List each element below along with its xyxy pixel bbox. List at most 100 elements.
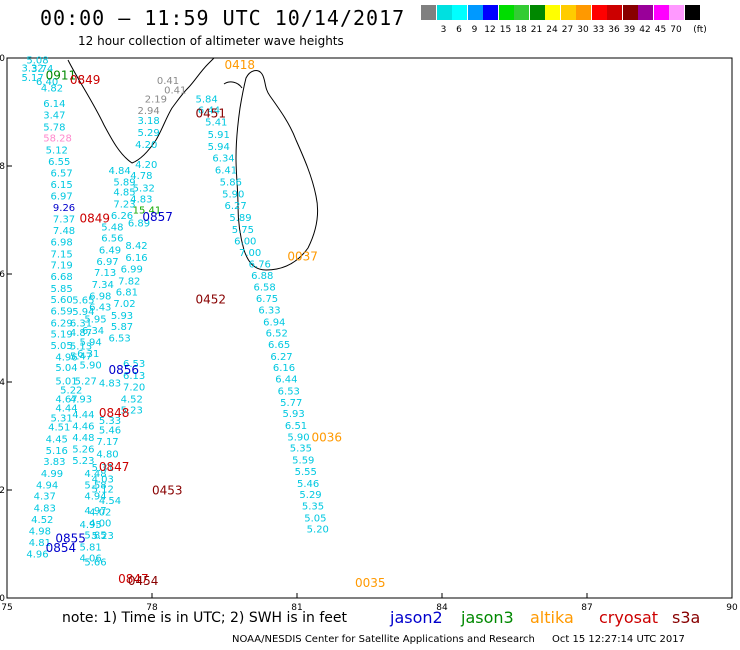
wave-height-label: 2.19: [145, 94, 167, 105]
wave-height-label: 5.12: [92, 485, 114, 496]
wave-height-label: 4.06: [80, 553, 102, 564]
wave-height-label: 5.60: [51, 295, 73, 306]
wave-height-label: 6.33: [258, 305, 280, 316]
wave-height-label: 4.98: [29, 526, 51, 537]
legend-jason3: jason3: [461, 608, 514, 627]
colorbar-tick-label: 42: [639, 25, 651, 35]
plot-frame: [6, 57, 733, 599]
colorbar-swatch: [638, 5, 653, 20]
wave-height-label: 5.81: [80, 542, 102, 553]
wave-height-label: 4.20: [135, 160, 157, 171]
colorbar-swatch: [498, 5, 514, 20]
wave-height-label: 5.58: [84, 480, 106, 491]
y-tick-label: 4: [0, 378, 5, 388]
wave-height-label: 5.85: [84, 531, 106, 542]
wave-height-label: 4.82: [41, 83, 63, 94]
wave-height-label: 5.19: [51, 330, 73, 341]
legend-jason2: jason2: [390, 608, 443, 627]
wave-height-label: 6.34: [212, 154, 234, 165]
x-tick-label: 75: [1, 603, 12, 613]
pass-time-label: 0037: [287, 250, 318, 264]
colorbar-swatch: [684, 5, 700, 20]
wave-height-label: 2.94: [138, 106, 160, 117]
colorbar-tick-label: 3: [440, 25, 447, 35]
wave-height-label: 5.41: [205, 118, 227, 129]
colorbar-swatch: [669, 5, 684, 20]
colorbar-swatch: [529, 5, 545, 20]
colorbar-tick-label: 9: [471, 25, 478, 35]
pass-time-label: 0036: [312, 430, 343, 444]
wave-height-label: 5.93: [283, 409, 305, 420]
pass-time-label: 0911: [46, 69, 77, 83]
wave-height-label: 6.53: [278, 386, 300, 397]
wave-height-label: 6.43: [89, 303, 111, 314]
wave-height-label: 4.52: [31, 515, 53, 526]
colorbar-swatch: [591, 5, 607, 20]
wave-height-label: 5.47: [70, 351, 92, 362]
wave-height-label: 7.02: [113, 299, 135, 310]
wave-height-label: 4.96: [55, 352, 77, 363]
pass-time-label: 0857: [142, 210, 173, 224]
wave-height-label: 4.46: [72, 422, 94, 433]
wave-height-label: 6.55: [48, 157, 70, 168]
wave-height-label: 6.16: [125, 253, 147, 264]
wave-height-label: 5.35: [290, 444, 312, 455]
wave-height-label: 6.29: [51, 318, 73, 329]
wave-height-label: 4.03: [92, 474, 114, 485]
wave-height-label: 5.29: [299, 490, 321, 501]
sri-lanka-coastline: [235, 70, 319, 271]
x-tick-label: 78: [146, 603, 158, 613]
colorbar-tick-label: 18: [515, 25, 527, 35]
units-note: note: 1) Time is in UTC; 2) SWH is in fe…: [62, 610, 348, 626]
pass-time-label: 0453: [152, 483, 183, 497]
colorbar-tick-label: 33: [592, 25, 605, 35]
wave-height-label: 5.17: [22, 73, 44, 84]
colorbar-swatch: [545, 5, 560, 20]
y-tick-label: 8: [0, 162, 5, 172]
x-tick-label: 81: [291, 603, 302, 613]
wave-height-label: 4.94: [84, 492, 106, 503]
footer-credit: NOAA/NESDIS Center for Satellite Applica…: [232, 634, 535, 645]
wave-height-label: 6.97: [96, 257, 118, 268]
x-tick-label: 84: [436, 603, 448, 613]
wave-height-label: 5.85: [51, 284, 73, 295]
wave-height-label: 6.26: [111, 211, 133, 222]
wave-height-label: 5.89: [229, 213, 251, 224]
wave-height-label: 5.90: [287, 432, 309, 443]
wave-height-label: 5.23: [121, 405, 143, 416]
wave-height-label: 7.13: [94, 268, 116, 279]
islet-coastline: [223, 81, 243, 89]
wave-height-label: 5.05: [51, 341, 73, 352]
wave-height-label: 6.27: [225, 201, 247, 212]
wave-height-label: 4.52: [121, 395, 143, 406]
wave-height-label: 3.32: [22, 64, 44, 75]
wave-height-label: 5.31: [92, 463, 114, 474]
wave-height-label: 5.01: [55, 377, 77, 388]
wave-height-label: 6.59: [51, 307, 73, 318]
colorbar-swatch: [576, 5, 591, 20]
wave-height-label: 6.75: [256, 294, 278, 305]
wave-height-label: 6.98: [51, 237, 73, 248]
colorbar-swatch: [560, 5, 576, 20]
legend-altika: altika: [530, 608, 574, 627]
wave-height-label: 4.95: [80, 520, 102, 531]
wave-height-label: 5.89: [113, 177, 135, 188]
wave-height-label: 5.27: [75, 377, 97, 388]
wave-height-label: 6.57: [51, 168, 73, 179]
wave-height-label: 4.51: [48, 423, 70, 434]
wave-height-label: 6.00: [234, 236, 256, 247]
wave-height-label: 4.81: [29, 538, 51, 549]
colorbar-tick-label: 45: [654, 25, 667, 35]
wave-height-label: 4.37: [34, 492, 56, 503]
pass-time-label: 0847: [118, 572, 149, 586]
wave-height-label: 6.58: [254, 283, 276, 294]
wave-height-label: 5.35: [302, 501, 324, 512]
colorbar-unit: (ft): [693, 25, 707, 35]
wave-height-label: 5.59: [292, 456, 314, 467]
wave-height-label: 6.31: [77, 349, 99, 360]
wave-height-label: 6.53: [109, 334, 131, 345]
wave-height-label: 6.52: [266, 329, 288, 340]
y-tick-label: 10: [0, 54, 5, 64]
footer-timestamp: Oct 15 12:27:14 UTC 2017: [552, 634, 685, 645]
wave-height-label: 6.49: [99, 245, 121, 256]
